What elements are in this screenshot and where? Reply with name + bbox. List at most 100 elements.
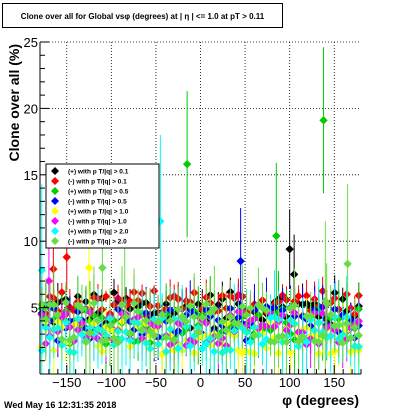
legend-label: (+) with p T/|q| > 0.5 [68, 189, 129, 196]
y-tick-label: 15 [24, 168, 38, 183]
data-point [101, 335, 111, 345]
y-tick-label: 5 [31, 301, 38, 316]
data-point [84, 263, 94, 272]
data-point [242, 310, 251, 320]
data-point [272, 231, 281, 241]
legend-label: (+) with p T/|q| > 2.0 [68, 229, 129, 236]
data-point [161, 333, 171, 342]
data-point [198, 313, 207, 322]
axes-layer: −150 −100 −50 0 50 100 150 5 10 15 20 25 φ (degrees)… [6, 35, 362, 408]
data-point [194, 327, 203, 337]
legend-entry: (+) with p T/|q| > 2.0 [51, 227, 129, 236]
data-point [338, 338, 347, 348]
data-point [350, 322, 359, 332]
legend-entry: (+) with p T/|q| > 0.1 [51, 167, 129, 176]
data-point [133, 307, 143, 316]
data-point [198, 344, 207, 353]
data-point [302, 337, 311, 347]
data-point [222, 326, 231, 335]
data-point [98, 263, 107, 272]
data-point [178, 312, 187, 321]
data-point [250, 331, 259, 340]
data-point [145, 326, 155, 336]
data-point [169, 335, 179, 345]
legend-box [45, 163, 160, 249]
data-point [278, 331, 287, 341]
data-point [62, 252, 71, 262]
data-point [77, 304, 87, 313]
data-point [121, 312, 131, 322]
data-point [190, 312, 199, 321]
x-tick-label: −150 [52, 375, 81, 390]
data-point [202, 299, 211, 309]
legend-label: (-) with p T/|q| > 1.0 [68, 219, 127, 226]
data-point [57, 335, 67, 344]
data-point [285, 244, 294, 254]
data-point [246, 303, 255, 313]
legend-entry: (-) with p T/|q| > 2.0 [51, 237, 127, 246]
x-tick-label: −50 [145, 375, 167, 390]
data-point [218, 317, 227, 326]
data-point [182, 317, 191, 326]
data-point [105, 321, 115, 330]
data-point [109, 333, 119, 343]
chart-title-box: Clone over all for Global vsφ (degrees) … [2, 3, 283, 28]
legend-marker [51, 207, 59, 215]
data-point [262, 306, 271, 315]
data-point [286, 348, 295, 357]
legend-label: (-) with p T/|q| > 0.1 [68, 179, 127, 186]
data-point [149, 331, 159, 340]
data-point [77, 330, 87, 339]
data-point [165, 316, 175, 325]
legend-marker [51, 197, 59, 205]
data-point [85, 328, 95, 337]
legend-marker [51, 177, 59, 185]
data-point [318, 331, 327, 340]
data-point [45, 333, 55, 342]
data-point [314, 337, 323, 347]
legend-entry: (-) with p T/|q| > 0.5 [51, 197, 127, 206]
data-point [109, 288, 119, 297]
legend-marker [51, 227, 59, 235]
data-point [186, 301, 195, 311]
x-axis-label: φ (degrees) [282, 392, 359, 408]
data-point [318, 309, 327, 318]
timestamp: Wed May 16 12:31:35 2018 [4, 400, 117, 410]
legend-marker [51, 217, 59, 225]
data-point [81, 338, 91, 347]
data-point [290, 301, 299, 310]
data-point [346, 334, 355, 343]
data-point [44, 276, 54, 286]
data-point [141, 316, 151, 325]
legend-marker [51, 237, 59, 245]
data-point [294, 292, 303, 301]
chart-title: Clone over all for Global vsφ (degrees) … [20, 12, 265, 21]
data-point [294, 337, 303, 346]
data-point [53, 310, 63, 319]
data-point [153, 318, 163, 327]
data-point [41, 315, 50, 324]
data-point [174, 305, 183, 314]
data-point [137, 325, 147, 334]
data-point [321, 296, 330, 306]
data-point [57, 288, 67, 297]
data-point [342, 319, 351, 328]
data-point [270, 337, 279, 347]
series-8 [37, 164, 363, 374]
data-point [210, 304, 219, 313]
data-point [334, 320, 343, 330]
data-point [202, 339, 211, 349]
legend-marker [51, 167, 59, 175]
data-point [89, 298, 99, 308]
x-tick-label: 150 [323, 375, 345, 390]
y-axis-label: Clone over all (%) [6, 44, 22, 161]
x-tick-label: −100 [97, 375, 126, 390]
data-point [101, 292, 111, 301]
data-point [319, 116, 328, 125]
data-point [214, 331, 223, 341]
legend-entry: (+) with p T/|q| > 0.5 [51, 187, 129, 196]
data-point [61, 298, 71, 307]
data-point [302, 291, 311, 300]
legend-label: (-) with p T/|q| > 2.0 [68, 239, 127, 246]
